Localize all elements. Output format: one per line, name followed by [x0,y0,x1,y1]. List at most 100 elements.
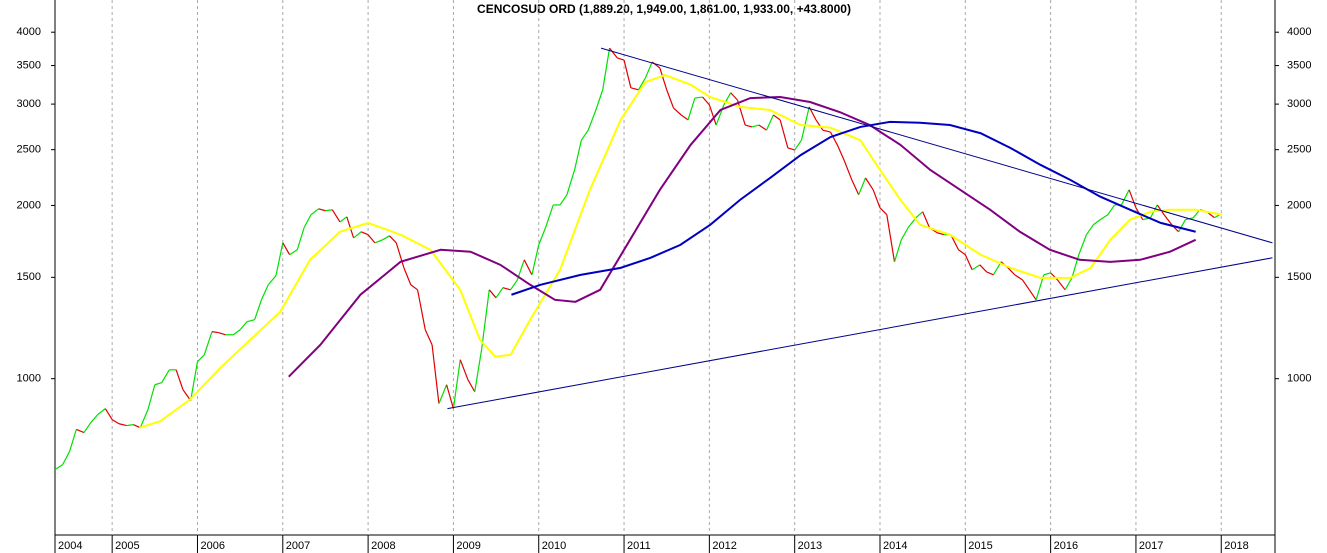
price-segment [617,57,625,61]
price-segment [139,409,149,428]
price-segment [389,235,397,244]
y-tick-label: 1500 [17,271,41,283]
x-tick-label: 2008 [371,540,395,552]
price-segment [410,284,418,291]
price-segment [864,177,874,191]
price-segment [218,332,226,336]
price-segment [353,231,362,239]
price-segment [1092,219,1101,226]
y-tick-label: 2500 [17,144,41,156]
y-tick-label: 2000 [17,199,41,211]
price-segment [638,77,646,91]
price-segment [609,47,618,59]
price-segment [851,179,860,196]
price-segment [361,231,369,236]
y-tick-label: 3500 [1287,59,1311,71]
x-tick-label: 2017 [1139,540,1163,552]
x-tick-label: 2016 [1054,540,1078,552]
price-segment [289,249,298,256]
price-segment [254,299,263,320]
price-segment [182,389,192,401]
price-segment [431,344,440,404]
price-segment [1099,214,1109,221]
price-segment [815,119,824,131]
x-tick-label: 2014 [883,540,907,552]
price-segment [76,428,85,434]
price-segment [566,169,576,195]
price-segment [474,349,483,392]
y-tick-label: 2500 [1287,144,1311,156]
price-segment [154,382,162,386]
x-tick-label: 2018 [1224,540,1248,552]
x-tick-label: 2007 [286,540,310,552]
y-tick-label: 3000 [17,98,41,110]
price-segment [325,209,333,212]
y-tick-label: 1500 [1287,271,1311,283]
price-segment [779,119,789,149]
price-segment [197,354,205,363]
price-segment [758,124,767,131]
price-segment [595,89,604,111]
y-tick-label: 4000 [17,26,41,38]
price-segment [232,329,241,336]
price-segment [126,424,134,427]
price-segment [1043,272,1051,276]
price-segment [1007,267,1016,276]
price-segment [694,96,703,99]
price-segment [1028,289,1037,301]
price-segment [659,67,668,90]
price-segment [666,89,675,109]
price-segment [836,144,845,161]
price-segment [915,211,924,219]
price-segment [118,423,127,427]
x-tick-label: 2004 [58,540,82,552]
price-segment [687,97,696,121]
price-segment [1056,279,1066,291]
price-segment [922,211,931,228]
trend-line [447,257,1273,410]
price-segment [395,242,405,269]
price-segment [339,216,348,223]
price-segment [964,254,973,271]
price-segment [800,106,810,141]
price-segment [424,329,433,346]
price-segment [822,129,831,133]
price-segment [979,264,988,273]
y-tick-label: 2000 [1287,199,1311,211]
price-segment [602,48,611,90]
price-segment [488,289,497,299]
y-tick-label: 4000 [1287,26,1311,38]
price-segment [382,235,390,241]
price-segment [708,104,717,126]
price-segment [459,359,469,380]
price-segment [559,194,568,206]
price-segment [1085,224,1094,236]
x-tick-label: 2010 [542,540,566,552]
price-segment [644,61,653,79]
price-segment [467,379,476,393]
price-segment [54,464,64,471]
x-tick-label: 2013 [798,540,822,552]
price-segment [673,107,682,116]
price-segment [203,331,213,356]
price-segment [275,242,284,276]
price-segment [331,209,341,223]
price-segment [161,369,170,384]
price-segment [702,96,710,106]
price-segment [260,284,269,301]
price-segment [538,227,547,246]
price-segment [510,279,518,291]
y-tick-label: 1000 [1287,373,1311,385]
price-segment [730,92,738,101]
price-segment [736,99,746,126]
price-segment [310,208,319,216]
price-segment [495,287,504,299]
price-segment [623,59,632,88]
price-segment [879,207,888,216]
y-tick-label: 3500 [17,59,41,71]
x-tick-label: 2011 [627,540,651,552]
price-segment [907,217,917,229]
price-segment [971,264,981,271]
price-segment [446,384,454,409]
price-segment [765,114,774,131]
